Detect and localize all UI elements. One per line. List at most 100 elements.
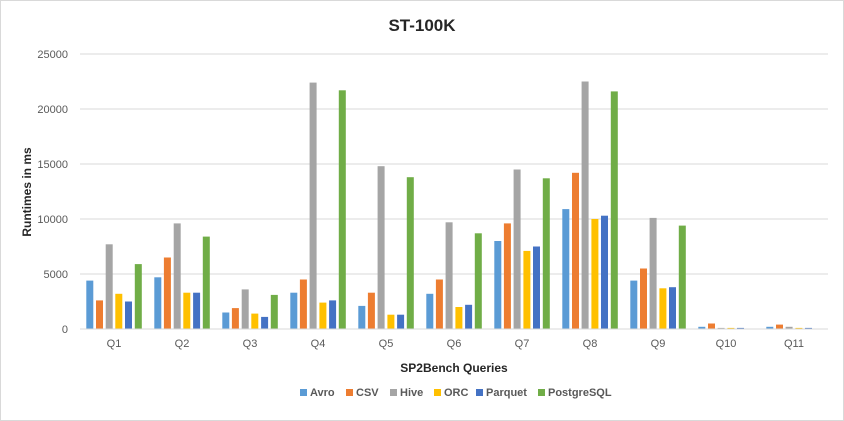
- bar-avro-q3: [222, 312, 230, 329]
- legend-swatch: [346, 389, 353, 396]
- bars: [86, 81, 812, 330]
- bar-parquet-q10: [737, 327, 744, 329]
- x-tick-label: Q4: [311, 338, 326, 350]
- bar-parquet-q11: [805, 327, 812, 329]
- legend-label: Parquet: [486, 387, 527, 399]
- bar-orc-q9: [659, 288, 667, 329]
- y-tick-label: 5000: [44, 269, 68, 281]
- legend-swatch: [300, 389, 307, 396]
- x-axis-title: SP2Bench Queries: [400, 361, 508, 375]
- bar-avro-q11: [766, 326, 774, 329]
- bar-hive-q9: [649, 217, 657, 329]
- bar-parquet-q2: [193, 292, 201, 329]
- legend-item-postgresql: PostgreSQL: [538, 387, 612, 399]
- y-tick-label: 0: [62, 324, 68, 336]
- bar-orc-q11: [795, 327, 803, 329]
- legend-swatch: [434, 389, 441, 396]
- legend-item-csv: CSV: [346, 387, 379, 399]
- x-tick-label: Q1: [107, 338, 122, 350]
- legend: Avro CSV Hive ORC Parquet PostgreSQL: [300, 387, 612, 399]
- bar-csv-q4: [299, 279, 307, 329]
- legend-label: Avro: [310, 387, 335, 399]
- bar-orc-q6: [455, 307, 463, 329]
- bar-avro-q8: [562, 209, 570, 329]
- y-tick-label: 20000: [37, 104, 68, 116]
- bar-hive-q1: [105, 244, 113, 329]
- y-tick-label: 15000: [37, 159, 68, 171]
- x-tick-label: Q5: [379, 338, 394, 350]
- x-tick-label: Q10: [716, 338, 737, 350]
- bar-orc-q5: [387, 314, 395, 329]
- legend-swatch: [476, 389, 483, 396]
- bar-parquet-q6: [465, 304, 473, 329]
- bar-avro-q6: [426, 293, 434, 329]
- bar-parquet-q9: [669, 287, 676, 329]
- bar-csv-q9: [640, 268, 647, 329]
- legend-item-avro: Avro: [300, 387, 335, 399]
- bar-orc-q7: [523, 250, 531, 329]
- bar-csv-q6: [435, 279, 443, 329]
- bar-orc-q10: [727, 327, 735, 329]
- gridlines: [80, 53, 828, 275]
- bar-parquet-q3: [261, 316, 269, 329]
- bar-parquet-q1: [125, 301, 132, 329]
- bar-postgresql-q5: [406, 177, 414, 329]
- chart-title: ST-100K: [388, 16, 456, 35]
- bar-parquet-q4: [329, 300, 337, 329]
- legend-label: PostgreSQL: [548, 387, 612, 399]
- bar-postgresql-q9: [678, 225, 686, 329]
- bar-csv-q2: [163, 257, 171, 329]
- x-tick-label: Q7: [515, 338, 530, 350]
- x-tick-label: Q2: [175, 338, 190, 350]
- bar-orc-q8: [591, 219, 599, 329]
- bar-avro-q5: [358, 305, 366, 329]
- bar-postgresql-q2: [202, 236, 210, 329]
- bar-postgresql-q4: [338, 90, 346, 329]
- x-axis-ticks: Q1 Q2 Q3 Q4 Q5 Q6 Q7 Q8 Q9 Q10 Q11: [107, 338, 804, 350]
- bar-avro-q1: [86, 280, 94, 329]
- bar-hive-q6: [445, 222, 453, 329]
- x-tick-label: Q9: [651, 338, 666, 350]
- x-tick-label: Q11: [784, 338, 804, 350]
- y-axis-title: Runtimes in ms: [20, 147, 34, 237]
- bar-csv-q5: [367, 292, 375, 329]
- bar-parquet-q7: [533, 246, 540, 329]
- bar-orc-q3: [251, 313, 259, 329]
- bar-hive-q5: [377, 166, 385, 329]
- y-tick-label: 25000: [37, 49, 68, 61]
- legend-item-hive: Hive: [390, 387, 423, 399]
- bar-avro-q9: [630, 280, 638, 329]
- bar-postgresql-q1: [134, 264, 142, 329]
- bar-postgresql-q6: [474, 233, 482, 329]
- bar-postgresql-q8: [610, 91, 618, 330]
- bar-hive-q10: [717, 327, 725, 329]
- bar-hive-q8: [581, 81, 589, 329]
- y-axis-ticks: 0 5000 10000 15000 20000 25000: [37, 49, 68, 336]
- legend-item-orc: ORC: [434, 387, 469, 399]
- bar-orc-q2: [183, 292, 191, 329]
- bar-avro-q2: [154, 277, 162, 329]
- bar-hive-q3: [241, 289, 249, 329]
- legend-label: CSV: [356, 387, 379, 399]
- legend-item-parquet: Parquet: [476, 387, 527, 399]
- legend-label: Hive: [400, 387, 423, 399]
- x-tick-label: Q3: [243, 338, 258, 350]
- bar-orc-q1: [115, 293, 123, 329]
- bar-csv-q10: [708, 323, 715, 329]
- bar-hive-q2: [173, 223, 181, 329]
- bar-csv-q11: [776, 324, 783, 329]
- x-tick-label: Q6: [447, 338, 462, 350]
- bar-parquet-q8: [601, 215, 608, 329]
- bar-postgresql-q7: [542, 178, 550, 329]
- bar-avro-q4: [290, 292, 298, 329]
- legend-swatch: [390, 389, 397, 396]
- bar-csv-q1: [96, 300, 103, 329]
- bar-csv-q8: [572, 172, 579, 329]
- y-tick-label: 10000: [37, 214, 68, 226]
- bar-csv-q3: [231, 308, 239, 329]
- bar-hive-q7: [513, 169, 521, 329]
- x-tick-label: Q8: [583, 338, 598, 350]
- bar-avro-q7: [494, 241, 502, 329]
